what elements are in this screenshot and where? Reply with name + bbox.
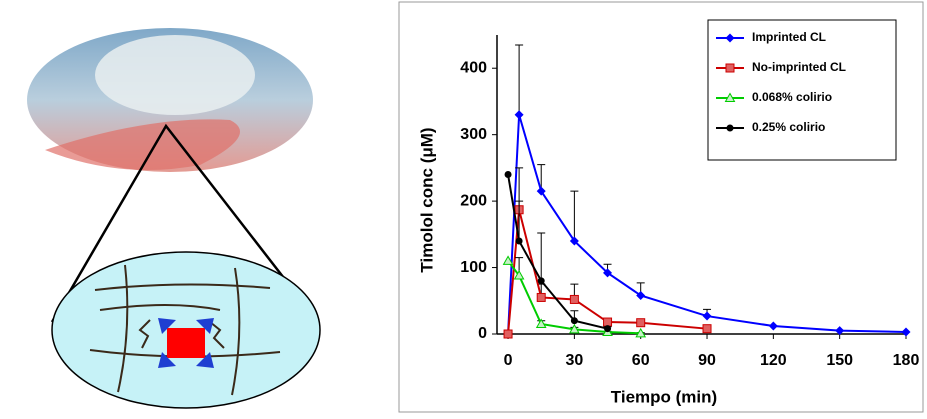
legend: Imprinted CL No-imprinted CL 0.068% coliri… bbox=[708, 20, 896, 160]
lens bbox=[95, 35, 255, 115]
marker bbox=[570, 295, 578, 303]
x-tick-label: 0 bbox=[504, 352, 513, 369]
marker bbox=[504, 330, 512, 338]
template bbox=[167, 328, 205, 358]
page: Tiempo (min) Timolol conc (μM) 0 100 200 30… bbox=[0, 0, 927, 414]
marker bbox=[537, 293, 545, 301]
legend-label: 0.068% colirio bbox=[752, 90, 832, 104]
x-axis-label: Tiempo (min) bbox=[611, 387, 717, 406]
x-tick-label: 60 bbox=[632, 352, 650, 369]
marker bbox=[505, 171, 512, 178]
y-axis-label: Timolol conc (μM) bbox=[417, 127, 436, 272]
x-tick-label: 90 bbox=[698, 352, 716, 369]
legend-label: No-imprinted CL bbox=[752, 60, 846, 74]
x-tick-label: 180 bbox=[893, 352, 920, 369]
illustration bbox=[27, 28, 320, 408]
marker bbox=[604, 325, 611, 332]
y-tick-label: 0 bbox=[478, 325, 487, 342]
y-tick-label: 100 bbox=[460, 259, 487, 276]
y-tick-label: 400 bbox=[460, 59, 487, 76]
marker bbox=[571, 317, 578, 324]
legend-label: 0.25% colirio bbox=[752, 120, 825, 134]
legend-marker bbox=[727, 125, 734, 132]
y-tick-label: 200 bbox=[460, 192, 487, 209]
x-tick-label: 150 bbox=[826, 352, 853, 369]
marker bbox=[538, 277, 545, 284]
marker bbox=[516, 237, 523, 244]
x-tick-label: 30 bbox=[565, 352, 583, 369]
x-tick-label: 120 bbox=[760, 352, 787, 369]
marker bbox=[637, 319, 645, 327]
y-tick-label: 300 bbox=[460, 126, 487, 143]
legend-marker bbox=[726, 64, 734, 72]
marker bbox=[703, 325, 711, 333]
marker bbox=[604, 318, 612, 326]
legend-label: Imprinted CL bbox=[752, 30, 826, 44]
